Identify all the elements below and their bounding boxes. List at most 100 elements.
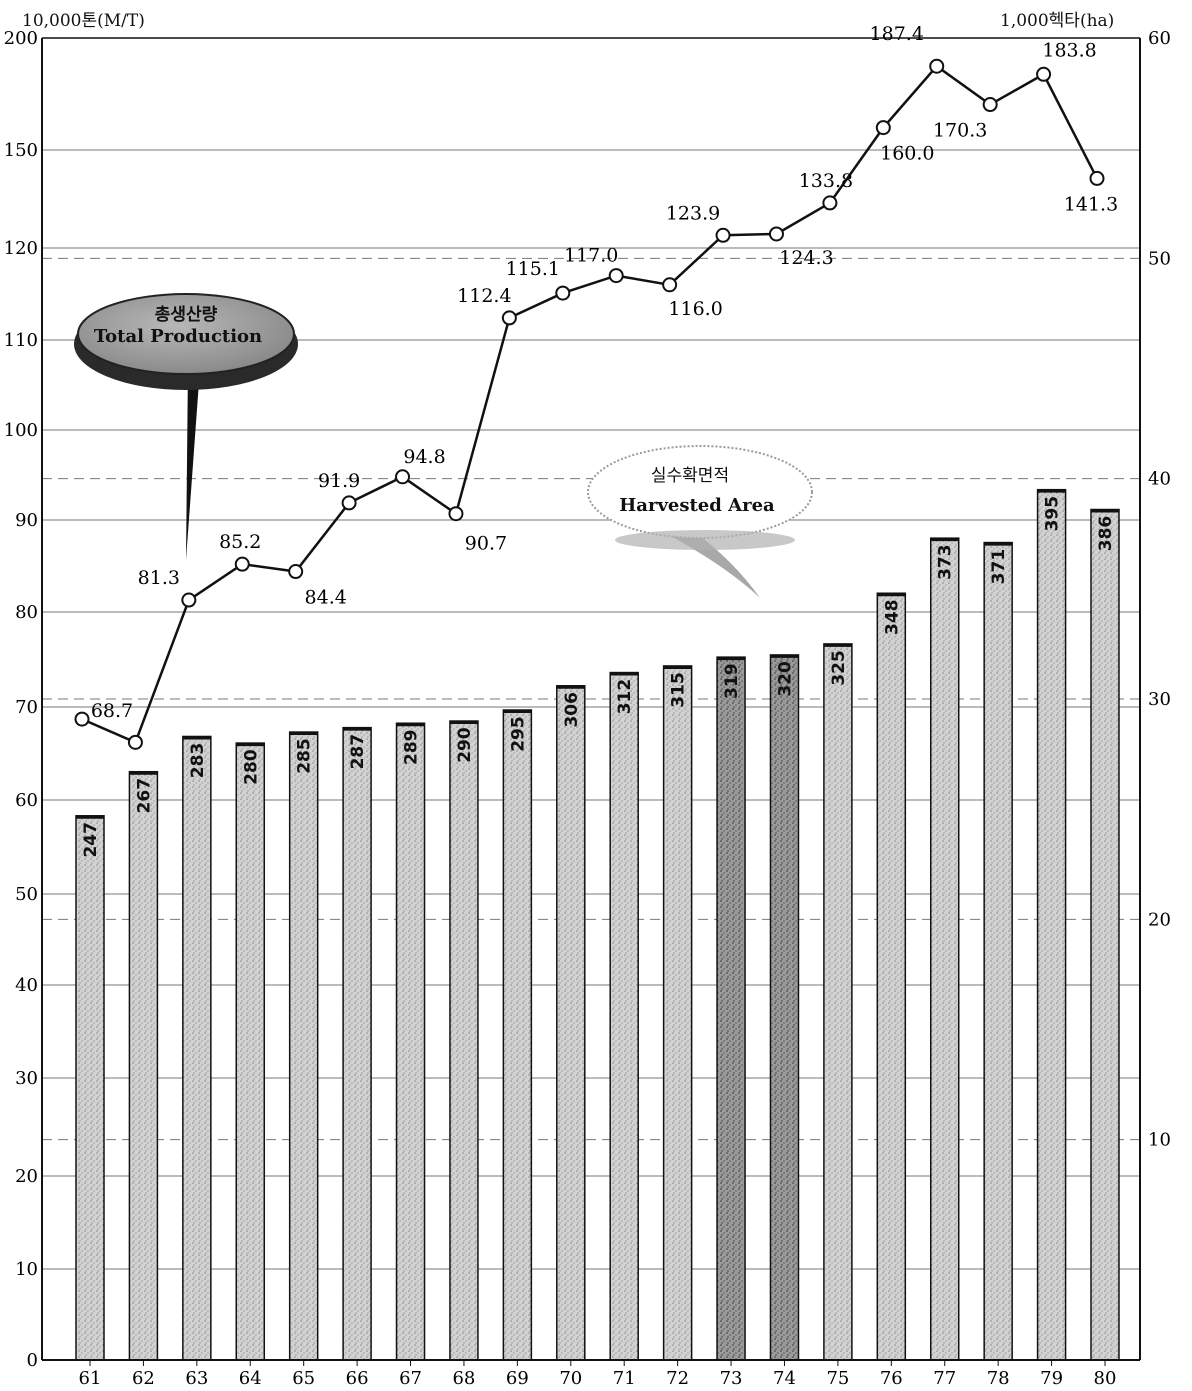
bar-value-label: 319 xyxy=(722,663,742,699)
production-point-67 xyxy=(395,469,411,485)
production-point-79 xyxy=(1036,66,1052,82)
bar-value-label: 295 xyxy=(508,716,528,752)
x-tick-label: 63 xyxy=(185,1368,208,1389)
production-value-label: 141.3 xyxy=(1064,193,1118,215)
left-tick-label: 0 xyxy=(27,1350,38,1371)
production-point-74 xyxy=(768,226,784,242)
production-line xyxy=(81,64,1099,745)
bar-64 xyxy=(235,742,266,1361)
callout-harvested-area-en: Harvested Area xyxy=(619,495,775,516)
production-point-71 xyxy=(608,268,624,284)
production-point-75 xyxy=(822,195,838,211)
left-tick-label: 10 xyxy=(15,1259,38,1280)
x-tick-label: 67 xyxy=(399,1368,422,1389)
production-point-65 xyxy=(288,564,304,580)
bar-value-label: 320 xyxy=(775,661,795,697)
production-value-label: 91.9 xyxy=(318,470,360,492)
bar-value-label: 267 xyxy=(134,778,154,814)
left-tick-label: 50 xyxy=(15,884,38,905)
bar-value-label: 395 xyxy=(1043,496,1063,532)
bar-79 xyxy=(1036,488,1067,1361)
right-tick-label: 50 xyxy=(1148,248,1171,269)
bar-69 xyxy=(502,709,533,1361)
right-tick-label: 30 xyxy=(1148,689,1171,710)
left-tick-label: 120 xyxy=(4,238,38,259)
x-axis-ticks: 61 62 63 64 65 66 67 68 69 70 71 72 73 74 75 76 77 78 79 80 xyxy=(79,1360,1116,1389)
bar-67 xyxy=(395,722,426,1361)
production-value-label: 124.3 xyxy=(779,247,833,269)
right-tick-label: 20 xyxy=(1148,909,1171,930)
x-tick-label: 77 xyxy=(933,1368,956,1389)
bar-value-label: 280 xyxy=(241,749,261,785)
bar-63 xyxy=(182,735,212,1361)
x-tick-label: 76 xyxy=(880,1368,903,1389)
bar-68 xyxy=(449,720,479,1361)
production-point-63 xyxy=(181,592,197,608)
bar-71 xyxy=(609,671,639,1361)
right-tick-label: 10 xyxy=(1148,1130,1171,1151)
bar-value-label: 285 xyxy=(295,738,315,774)
x-tick-label: 74 xyxy=(773,1368,796,1389)
production-value-label: 183.8 xyxy=(1042,39,1096,61)
production-value-label: 170.3 xyxy=(933,120,987,142)
bar-80 xyxy=(1090,508,1120,1361)
x-tick-label: 70 xyxy=(559,1368,582,1389)
left-axis-unit: 10,000톤(M/T) xyxy=(22,11,145,31)
left-tick-label: 60 xyxy=(15,790,38,811)
callout-harvested-area: 실수확면적 Harvested Area xyxy=(587,445,813,598)
left-tick-label: 80 xyxy=(15,602,38,623)
line-group: 68.781.385.284.491.994.890.7112.4115.111… xyxy=(74,23,1118,750)
production-point-73 xyxy=(715,227,731,243)
production-point-62 xyxy=(127,734,143,750)
left-tick-label: 100 xyxy=(4,420,38,441)
axes xyxy=(41,37,1141,1361)
bar-61 xyxy=(75,815,105,1361)
production-value-label: 84.4 xyxy=(305,587,347,609)
left-tick-label: 200 xyxy=(4,28,38,49)
production-value-label: 187.4 xyxy=(870,23,924,45)
production-point-77 xyxy=(929,58,945,74)
right-tick-label: 40 xyxy=(1148,469,1171,490)
left-tick-label: 70 xyxy=(15,697,38,718)
production-value-label: 160.0 xyxy=(880,143,934,165)
production-point-69 xyxy=(501,310,517,326)
bar-value-label: 306 xyxy=(562,692,582,728)
callout-harvested-area-ko: 실수확면적 xyxy=(651,466,729,486)
right-tick-label: 60 xyxy=(1148,28,1171,49)
bar-74 xyxy=(769,654,800,1361)
left-tick-label: 20 xyxy=(15,1166,38,1187)
right-axis-unit: 1,000헥타(ha) xyxy=(1000,11,1115,31)
x-tick-label: 69 xyxy=(506,1368,529,1389)
production-value-label: 117.0 xyxy=(564,245,618,267)
production-value-label: 90.7 xyxy=(465,533,507,555)
bar-value-label: 283 xyxy=(188,743,208,779)
production-point-64 xyxy=(234,556,250,572)
left-tick-label: 90 xyxy=(15,510,38,531)
left-tick-label: 30 xyxy=(15,1068,38,1089)
bar-value-label: 348 xyxy=(882,599,902,635)
production-point-61 xyxy=(74,711,90,727)
x-tick-label: 64 xyxy=(239,1368,262,1389)
x-tick-label: 79 xyxy=(1040,1368,1063,1389)
left-axis-ticks: 0 10 20 30 40 50 60 70 80 90 100 110 120 150 200 xyxy=(4,28,38,1371)
bar-65 xyxy=(288,731,319,1361)
production-value-label: 85.2 xyxy=(219,531,261,553)
bar-value-label: 386 xyxy=(1096,516,1116,552)
bar-value-label: 290 xyxy=(455,727,475,763)
left-tick-label: 150 xyxy=(4,140,38,161)
bars-group: 247 267 283 280 285 287 289 290 295 306 312 315 319 3… xyxy=(75,488,1120,1361)
production-value-label: 94.8 xyxy=(403,446,445,468)
production-value-label: 116.0 xyxy=(668,298,722,320)
callout-total-production-ko: 총생산량 xyxy=(155,305,218,325)
bar-value-label: 373 xyxy=(936,544,956,580)
bar-value-label: 289 xyxy=(402,729,422,765)
bar-70 xyxy=(556,685,586,1361)
production-point-76 xyxy=(875,120,891,136)
production-point-78 xyxy=(982,97,998,113)
bar-77 xyxy=(929,537,960,1361)
bar-66 xyxy=(342,726,372,1361)
x-tick-label: 73 xyxy=(720,1368,743,1389)
production-point-80 xyxy=(1089,170,1105,186)
production-point-66 xyxy=(341,495,357,511)
